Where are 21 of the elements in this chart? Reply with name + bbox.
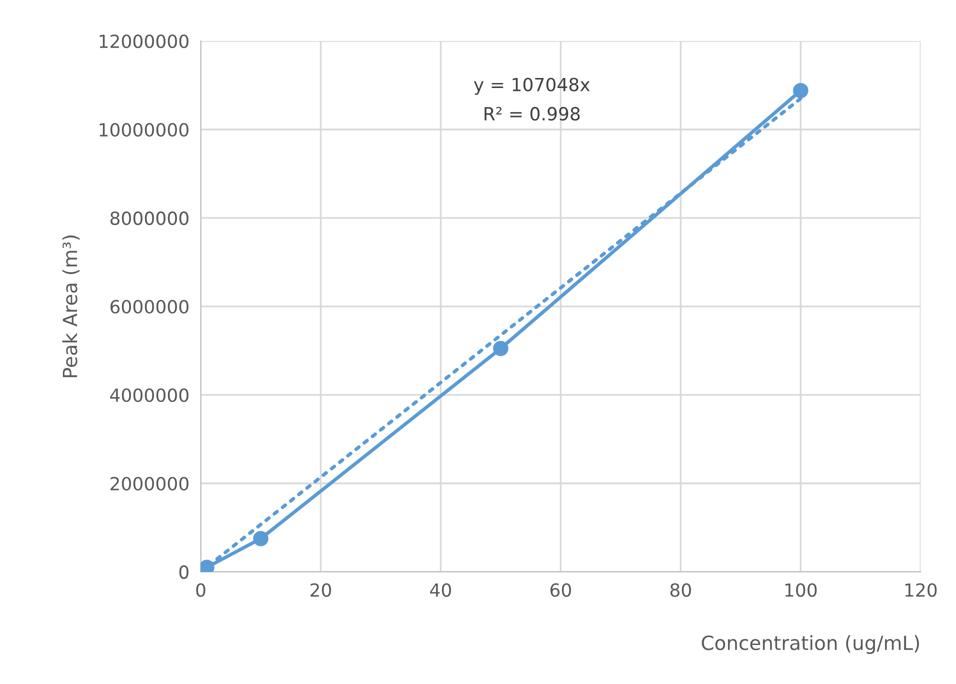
y-tick-label: 0 — [179, 565, 188, 579]
annotation: R² = 0.998 — [484, 106, 580, 121]
x-tick-label: 40 — [430, 583, 452, 597]
x-tick-label: 80 — [670, 583, 691, 597]
point — [793, 82, 808, 98]
y-tick-label: 4000000 — [110, 388, 188, 402]
y-tick-label: 10000000 — [100, 122, 188, 137]
y-tick-label: 6000000 — [110, 300, 188, 314]
y-tick-label: 8000000 — [110, 211, 188, 226]
x-tick-label: 0 — [196, 583, 206, 597]
y-tick-label: 12000000 — [100, 34, 188, 48]
y-axis-title: Peak Area (m³) — [62, 236, 80, 378]
annotation: y = 107048x — [474, 78, 590, 95]
x-tick-label: 120 — [905, 583, 937, 597]
x-tick-label: 60 — [550, 583, 571, 597]
x-tick-label: 20 — [310, 583, 332, 597]
y-tick-label: 2000000 — [110, 476, 188, 490]
point — [493, 340, 508, 356]
x-tick-label: 100 — [785, 583, 817, 597]
x-axis-title: Concentration (ug/mL) — [702, 635, 919, 654]
point — [253, 531, 268, 546]
